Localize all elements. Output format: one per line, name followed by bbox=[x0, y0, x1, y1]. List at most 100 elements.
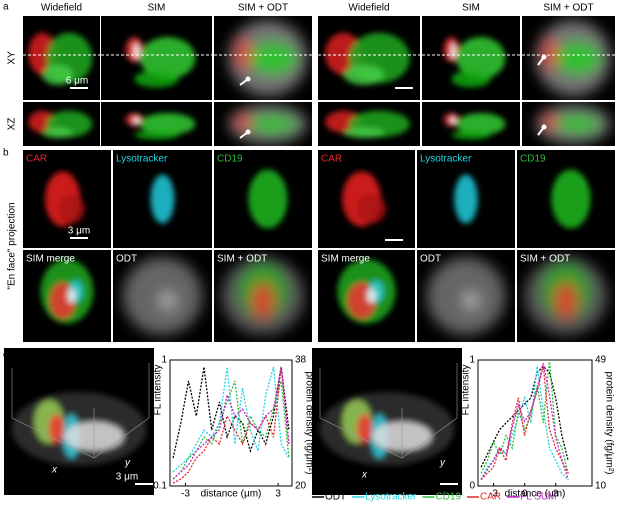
micrograph-signal bbox=[535, 104, 611, 144]
signal bbox=[451, 70, 491, 88]
arrow-head bbox=[541, 54, 547, 60]
x-axis-label: distance (μm) bbox=[201, 489, 262, 500]
signal bbox=[58, 194, 85, 224]
image-label: CAR bbox=[26, 154, 47, 165]
signal bbox=[554, 41, 602, 75]
micrograph-signal bbox=[535, 20, 611, 96]
signal bbox=[463, 291, 479, 310]
data-line bbox=[172, 380, 290, 480]
x-tick-label: -3 bbox=[181, 489, 190, 500]
image-label: CD19 bbox=[520, 154, 546, 165]
image-label: CAR bbox=[321, 154, 342, 165]
signal bbox=[49, 414, 64, 444]
panel-letter: c bbox=[3, 350, 8, 361]
image-label: Lysotracker bbox=[116, 154, 168, 165]
column-header: Widefield bbox=[348, 3, 389, 14]
signal bbox=[248, 115, 298, 133]
signal bbox=[357, 414, 372, 444]
axis-letter: y bbox=[124, 458, 131, 469]
micrograph-signal bbox=[325, 110, 410, 139]
image-label: Lysotracker bbox=[420, 154, 472, 165]
micrograph-signal bbox=[125, 113, 196, 140]
micrograph-signal bbox=[248, 169, 288, 229]
data-line bbox=[172, 366, 290, 473]
signal bbox=[134, 130, 179, 140]
box-outline bbox=[319, 363, 458, 459]
signal bbox=[554, 282, 578, 319]
y-tick-label: 1 bbox=[161, 355, 167, 366]
signal bbox=[159, 291, 176, 310]
x-tick-label: 0 bbox=[522, 489, 528, 500]
micrograph-signal bbox=[28, 110, 93, 139]
micrograph-signal bbox=[11, 392, 147, 466]
legend-label: ODT bbox=[325, 492, 346, 503]
signal bbox=[42, 127, 74, 139]
legend-label: FL SUM bbox=[520, 492, 556, 503]
micrograph-signal bbox=[443, 37, 506, 88]
data-line bbox=[480, 363, 569, 480]
panel-letter: b bbox=[3, 148, 9, 159]
x-axis-label: distance (μm) bbox=[505, 489, 566, 500]
row-label: XZ bbox=[7, 118, 18, 131]
micrograph-signal bbox=[443, 113, 506, 140]
x-tick-label: -3 bbox=[489, 489, 498, 500]
y2-axis-label: protein density (fg/μm²) bbox=[603, 371, 614, 474]
axis-letter: x bbox=[361, 470, 368, 481]
arrow-head bbox=[245, 76, 251, 82]
signal bbox=[343, 64, 385, 85]
image-label: CD19 bbox=[217, 154, 243, 165]
signal bbox=[456, 37, 506, 79]
y-tick-label: 0 bbox=[469, 481, 475, 492]
micrograph-signal bbox=[342, 171, 386, 227]
signal bbox=[67, 288, 76, 304]
micrograph-signal bbox=[28, 32, 93, 85]
plot-frame bbox=[477, 359, 593, 487]
legend-label: CD19 bbox=[435, 492, 461, 503]
y-axis-label: FL intensity bbox=[153, 365, 164, 416]
signal bbox=[248, 169, 288, 229]
y2-tick-label: 10 bbox=[595, 481, 607, 492]
signal bbox=[551, 169, 591, 229]
signal bbox=[450, 42, 457, 60]
arrow-head bbox=[245, 129, 251, 135]
y-tick-label: 0.1 bbox=[153, 481, 167, 492]
image-label: ODT bbox=[420, 254, 441, 265]
signal bbox=[248, 41, 298, 75]
column-header: Widefield bbox=[41, 3, 82, 14]
panel-letter: a bbox=[3, 2, 9, 13]
y-tick-label: 1 bbox=[469, 355, 475, 366]
scale-label: 3 μm bbox=[116, 472, 138, 483]
signal bbox=[366, 288, 377, 304]
signal bbox=[133, 42, 140, 60]
arrow-head bbox=[541, 124, 547, 130]
signal bbox=[456, 113, 506, 135]
legend-label: CAR bbox=[480, 492, 501, 503]
legend-label: Lysotracker bbox=[365, 492, 417, 503]
signal bbox=[150, 174, 175, 224]
signal bbox=[356, 194, 386, 224]
image-label: SIM + ODT bbox=[217, 254, 267, 265]
axis-letter: y bbox=[439, 458, 446, 469]
x-tick-label: 3 bbox=[553, 489, 559, 500]
signal bbox=[42, 64, 74, 85]
image-label: SIM + ODT bbox=[520, 254, 570, 265]
micrograph-signal bbox=[319, 392, 455, 466]
micrograph-signal bbox=[122, 257, 203, 335]
y-axis-label: FL intensity bbox=[461, 365, 472, 416]
column-header: SIM + ODT bbox=[543, 3, 593, 14]
signal bbox=[542, 37, 558, 71]
data-line bbox=[172, 366, 290, 480]
row-label: "En face" projection bbox=[7, 202, 18, 289]
signal bbox=[451, 130, 491, 140]
signal bbox=[235, 113, 252, 131]
micrograph-signal bbox=[426, 257, 506, 335]
plot-frame bbox=[169, 359, 293, 487]
micrograph-signal bbox=[551, 169, 591, 229]
signal bbox=[454, 174, 478, 224]
data-line bbox=[172, 366, 290, 459]
image-label: ODT bbox=[116, 254, 137, 265]
data-line bbox=[480, 366, 569, 481]
signal bbox=[133, 116, 140, 125]
